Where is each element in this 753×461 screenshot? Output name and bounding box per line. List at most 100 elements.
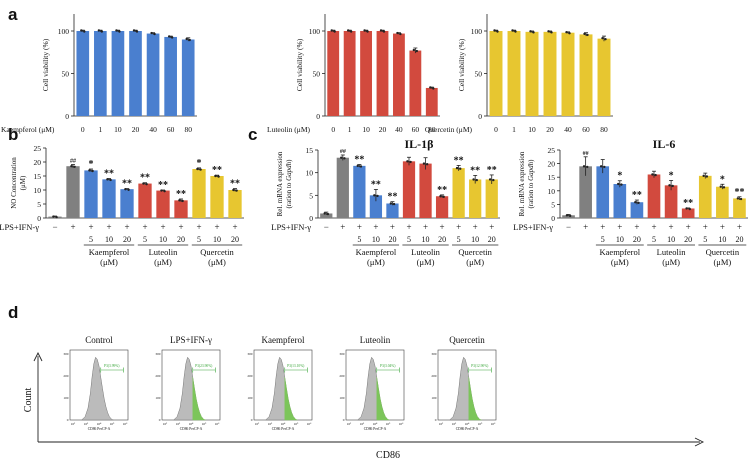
inner-y-tick: 100	[339, 396, 344, 400]
lps-sign: +	[720, 222, 725, 232]
x-axis-label: Kaempferol (μM)	[1, 125, 55, 134]
x-tick-label: 80	[428, 125, 436, 134]
bar	[181, 39, 195, 116]
lps-sign: +	[440, 222, 445, 232]
dose-label: 10	[471, 235, 479, 244]
bar	[419, 163, 432, 218]
data-point	[80, 29, 83, 32]
significance-label: **	[454, 155, 464, 166]
data-point	[568, 214, 572, 218]
data-point	[160, 189, 163, 192]
dose-label: 5	[407, 235, 411, 244]
data-point	[688, 207, 691, 211]
data-point	[196, 167, 199, 171]
inner-y-tick: 300	[63, 352, 68, 356]
lps-sign: −	[52, 222, 57, 232]
bar	[507, 31, 521, 116]
bar	[664, 185, 678, 218]
bar	[192, 169, 206, 218]
chart-a-luteolin: 0 50 100 Cell viability (%) 0 1 10 20 40 60 80 Lute…	[267, 14, 440, 134]
x-tick-label: 40	[564, 125, 572, 134]
bar	[336, 157, 349, 218]
bar	[102, 179, 116, 218]
data-point	[475, 178, 478, 182]
data-point	[132, 29, 136, 32]
data-point	[163, 189, 166, 193]
y-tick-label: 5	[37, 200, 41, 209]
inner-x-tick: 10²	[347, 422, 351, 426]
chart-title: IL-1β	[405, 137, 434, 151]
y-tick-label: 20	[34, 158, 42, 167]
bar	[425, 87, 438, 116]
data-point	[150, 31, 153, 35]
lps-sign: +	[232, 222, 237, 232]
inner-x-tick: 10⁴	[373, 422, 378, 426]
significance-label: ##	[70, 159, 76, 165]
group-label: Quercetin	[706, 247, 740, 257]
data-point	[185, 37, 188, 41]
data-point	[493, 29, 496, 32]
data-point	[392, 202, 396, 206]
y-axis-label: Rel. mRNA expression	[518, 151, 526, 216]
data-point	[167, 35, 171, 38]
bar	[111, 31, 125, 116]
data-point	[88, 169, 91, 172]
bar	[369, 195, 383, 218]
group-label: Luteolin	[411, 247, 441, 257]
group-unit: (μM)	[417, 257, 435, 267]
significance-label: *	[197, 158, 202, 169]
group-label: Kaempferol	[600, 247, 641, 257]
group-unit: (μM)	[100, 257, 118, 267]
data-point	[550, 31, 553, 34]
gate-label: P3(12.90%)	[471, 364, 489, 368]
y-axis-label: Cell viability (%)	[295, 38, 304, 91]
data-point	[178, 199, 181, 202]
y-tick-label: 100	[309, 27, 321, 36]
data-point	[603, 165, 606, 169]
data-point	[620, 183, 623, 186]
inner-x-label: CD86 PerCP-A	[180, 427, 203, 431]
dose-label: 5	[457, 235, 461, 244]
inner-y-tick: 100	[63, 396, 68, 400]
x-tick-label: 10	[528, 125, 536, 134]
inner-x-tick: 10⁴	[465, 422, 470, 426]
data-point	[425, 163, 429, 166]
x-tick-label: 20	[379, 125, 387, 134]
lps-sign: +	[196, 222, 201, 232]
inner-y-tick: 0	[159, 418, 161, 422]
histogram-title: Control	[85, 335, 113, 345]
significance-label: **	[230, 179, 240, 190]
data-point	[330, 29, 333, 32]
data-point	[472, 178, 475, 181]
inner-x-tick: 10⁶	[399, 422, 404, 426]
data-point	[91, 169, 94, 173]
data-point	[379, 29, 383, 32]
data-point	[396, 31, 399, 35]
gate-label: P3(23.90%)	[195, 364, 213, 368]
significance-label: **	[212, 165, 222, 176]
bar	[579, 34, 593, 116]
x-tick-label: 1	[348, 125, 352, 134]
y-tick-label: 10	[306, 169, 314, 178]
panel-letter-b: b	[8, 125, 18, 144]
data-point	[637, 201, 640, 205]
data-point	[565, 31, 568, 34]
data-point	[654, 173, 657, 177]
lps-sign: +	[600, 222, 605, 232]
y-tick-label: 50	[313, 70, 321, 79]
x-tick-label: 80	[184, 125, 192, 134]
lps-sign: +	[160, 222, 165, 232]
x-tick-label: 60	[167, 125, 175, 134]
lps-sign: +	[214, 222, 219, 232]
gate-label: P3(13.10%)	[287, 364, 305, 368]
significance-label: **	[470, 165, 480, 176]
significance-label: ##	[583, 151, 589, 157]
data-point	[232, 188, 235, 192]
data-point	[599, 165, 603, 168]
bar	[647, 174, 661, 218]
lps-sign: +	[489, 222, 494, 232]
data-point	[170, 36, 174, 39]
x-tick-label: 1	[512, 125, 516, 134]
inner-x-label: CD86 PerCP-A	[88, 427, 111, 431]
data-point	[492, 178, 495, 182]
